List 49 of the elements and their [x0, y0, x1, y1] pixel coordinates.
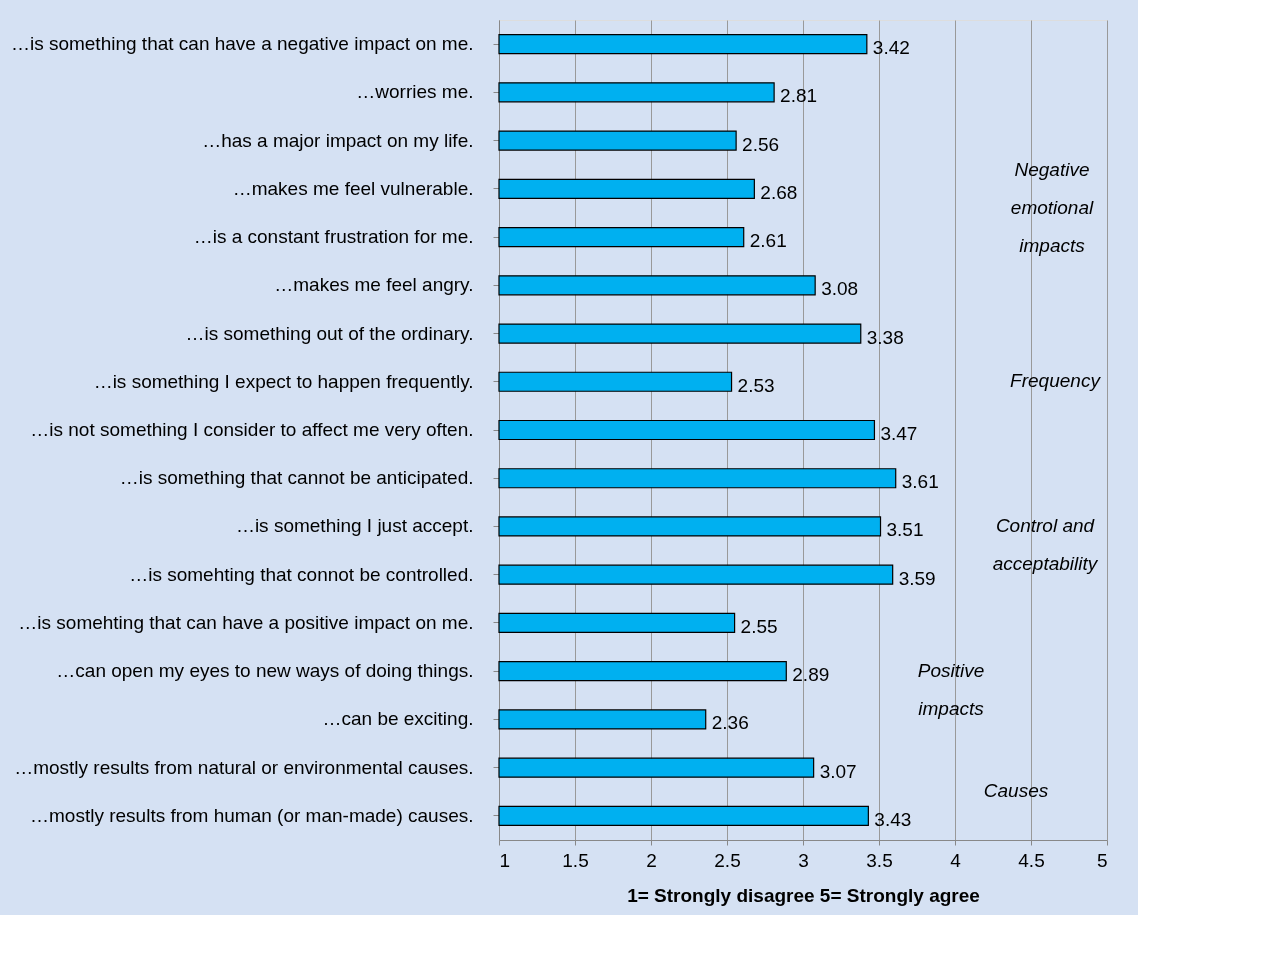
y-tick-label: …is not something I consider to affect me very often. — [30, 419, 474, 440]
data-label: 3.42 — [872, 37, 910, 59]
data-label: 3.59 — [898, 567, 936, 589]
data-label: 2.61 — [749, 230, 787, 252]
y-tick-label: …mostly results from human (or man-made) causes. — [30, 804, 474, 826]
x-tick-label: 3.5 — [866, 849, 893, 871]
data-label: 3.51 — [886, 519, 924, 541]
y-tick-label: …makes me feel angry. — [274, 274, 474, 296]
annotation: Negative emotional impacts — [1010, 159, 1094, 256]
x-tick-label: 1 — [499, 849, 511, 871]
data-label: 3.47 — [880, 423, 918, 444]
data-label: 2.68 — [760, 181, 798, 203]
annotation: Positive impacts — [917, 660, 985, 719]
y-tick-label: …is something that can have a negative impact on me. — [10, 33, 474, 55]
y-tick-label: …worries me. — [356, 81, 474, 103]
annotation: Control and acceptability — [992, 515, 1099, 574]
annotation: Frequency — [1010, 370, 1102, 391]
y-tick-label: …is something out of the ordinary. — [185, 322, 474, 344]
data-label: 2.81 — [780, 85, 818, 107]
y-tick-label: …is somehting that can have a positive impact on me. — [18, 611, 474, 633]
data-label: 2.56 — [742, 133, 780, 155]
y-tick-label: …has a major impact on my life. — [202, 129, 474, 151]
y-tick-label: …is something that cannot be anticipated. — [119, 467, 474, 489]
data-label: 2.36 — [711, 712, 749, 734]
y-tick-label: …can be exciting. — [322, 708, 474, 730]
x-tick-label: 2 — [646, 849, 657, 871]
x-axis-title: 1= Strongly disagree 5= Strongly agree — [627, 884, 980, 906]
y-tick-label: …is somehting that connot be controlled. — [129, 563, 474, 585]
x-tick-label: 5 — [1096, 849, 1108, 871]
x-tick-label: 3 — [798, 849, 809, 871]
x-tick-label: 1.5 — [562, 849, 589, 871]
annotation: Causes — [983, 780, 1049, 801]
data-label: 3.61 — [901, 471, 939, 493]
data-label: 2.89 — [792, 664, 830, 686]
y-tick-label: …can open my eyes to new ways of doing things. — [56, 660, 474, 682]
y-tick-label: …is a constant frustration for me. — [193, 226, 474, 248]
data-label: 2.53 — [737, 374, 775, 396]
x-tick-label: 4 — [950, 849, 962, 871]
data-label: 2.55 — [740, 615, 778, 637]
y-tick-label: …is something I just accept. — [235, 515, 474, 537]
x-tick-label: 2.5 — [714, 849, 741, 871]
data-label: 3.38 — [866, 326, 904, 348]
y-tick-label: …mostly results from natural or environmental causes. — [14, 756, 474, 778]
data-label: 3.43 — [874, 808, 912, 830]
y-tick-label: …makes me feel vulnerable. — [232, 177, 474, 199]
data-label: 3.07 — [819, 760, 857, 782]
x-tick-label: 4.5 — [1018, 849, 1045, 871]
data-label: 3.08 — [821, 278, 859, 300]
y-tick-label: …is something I expect to happen frequently. — [93, 370, 474, 392]
